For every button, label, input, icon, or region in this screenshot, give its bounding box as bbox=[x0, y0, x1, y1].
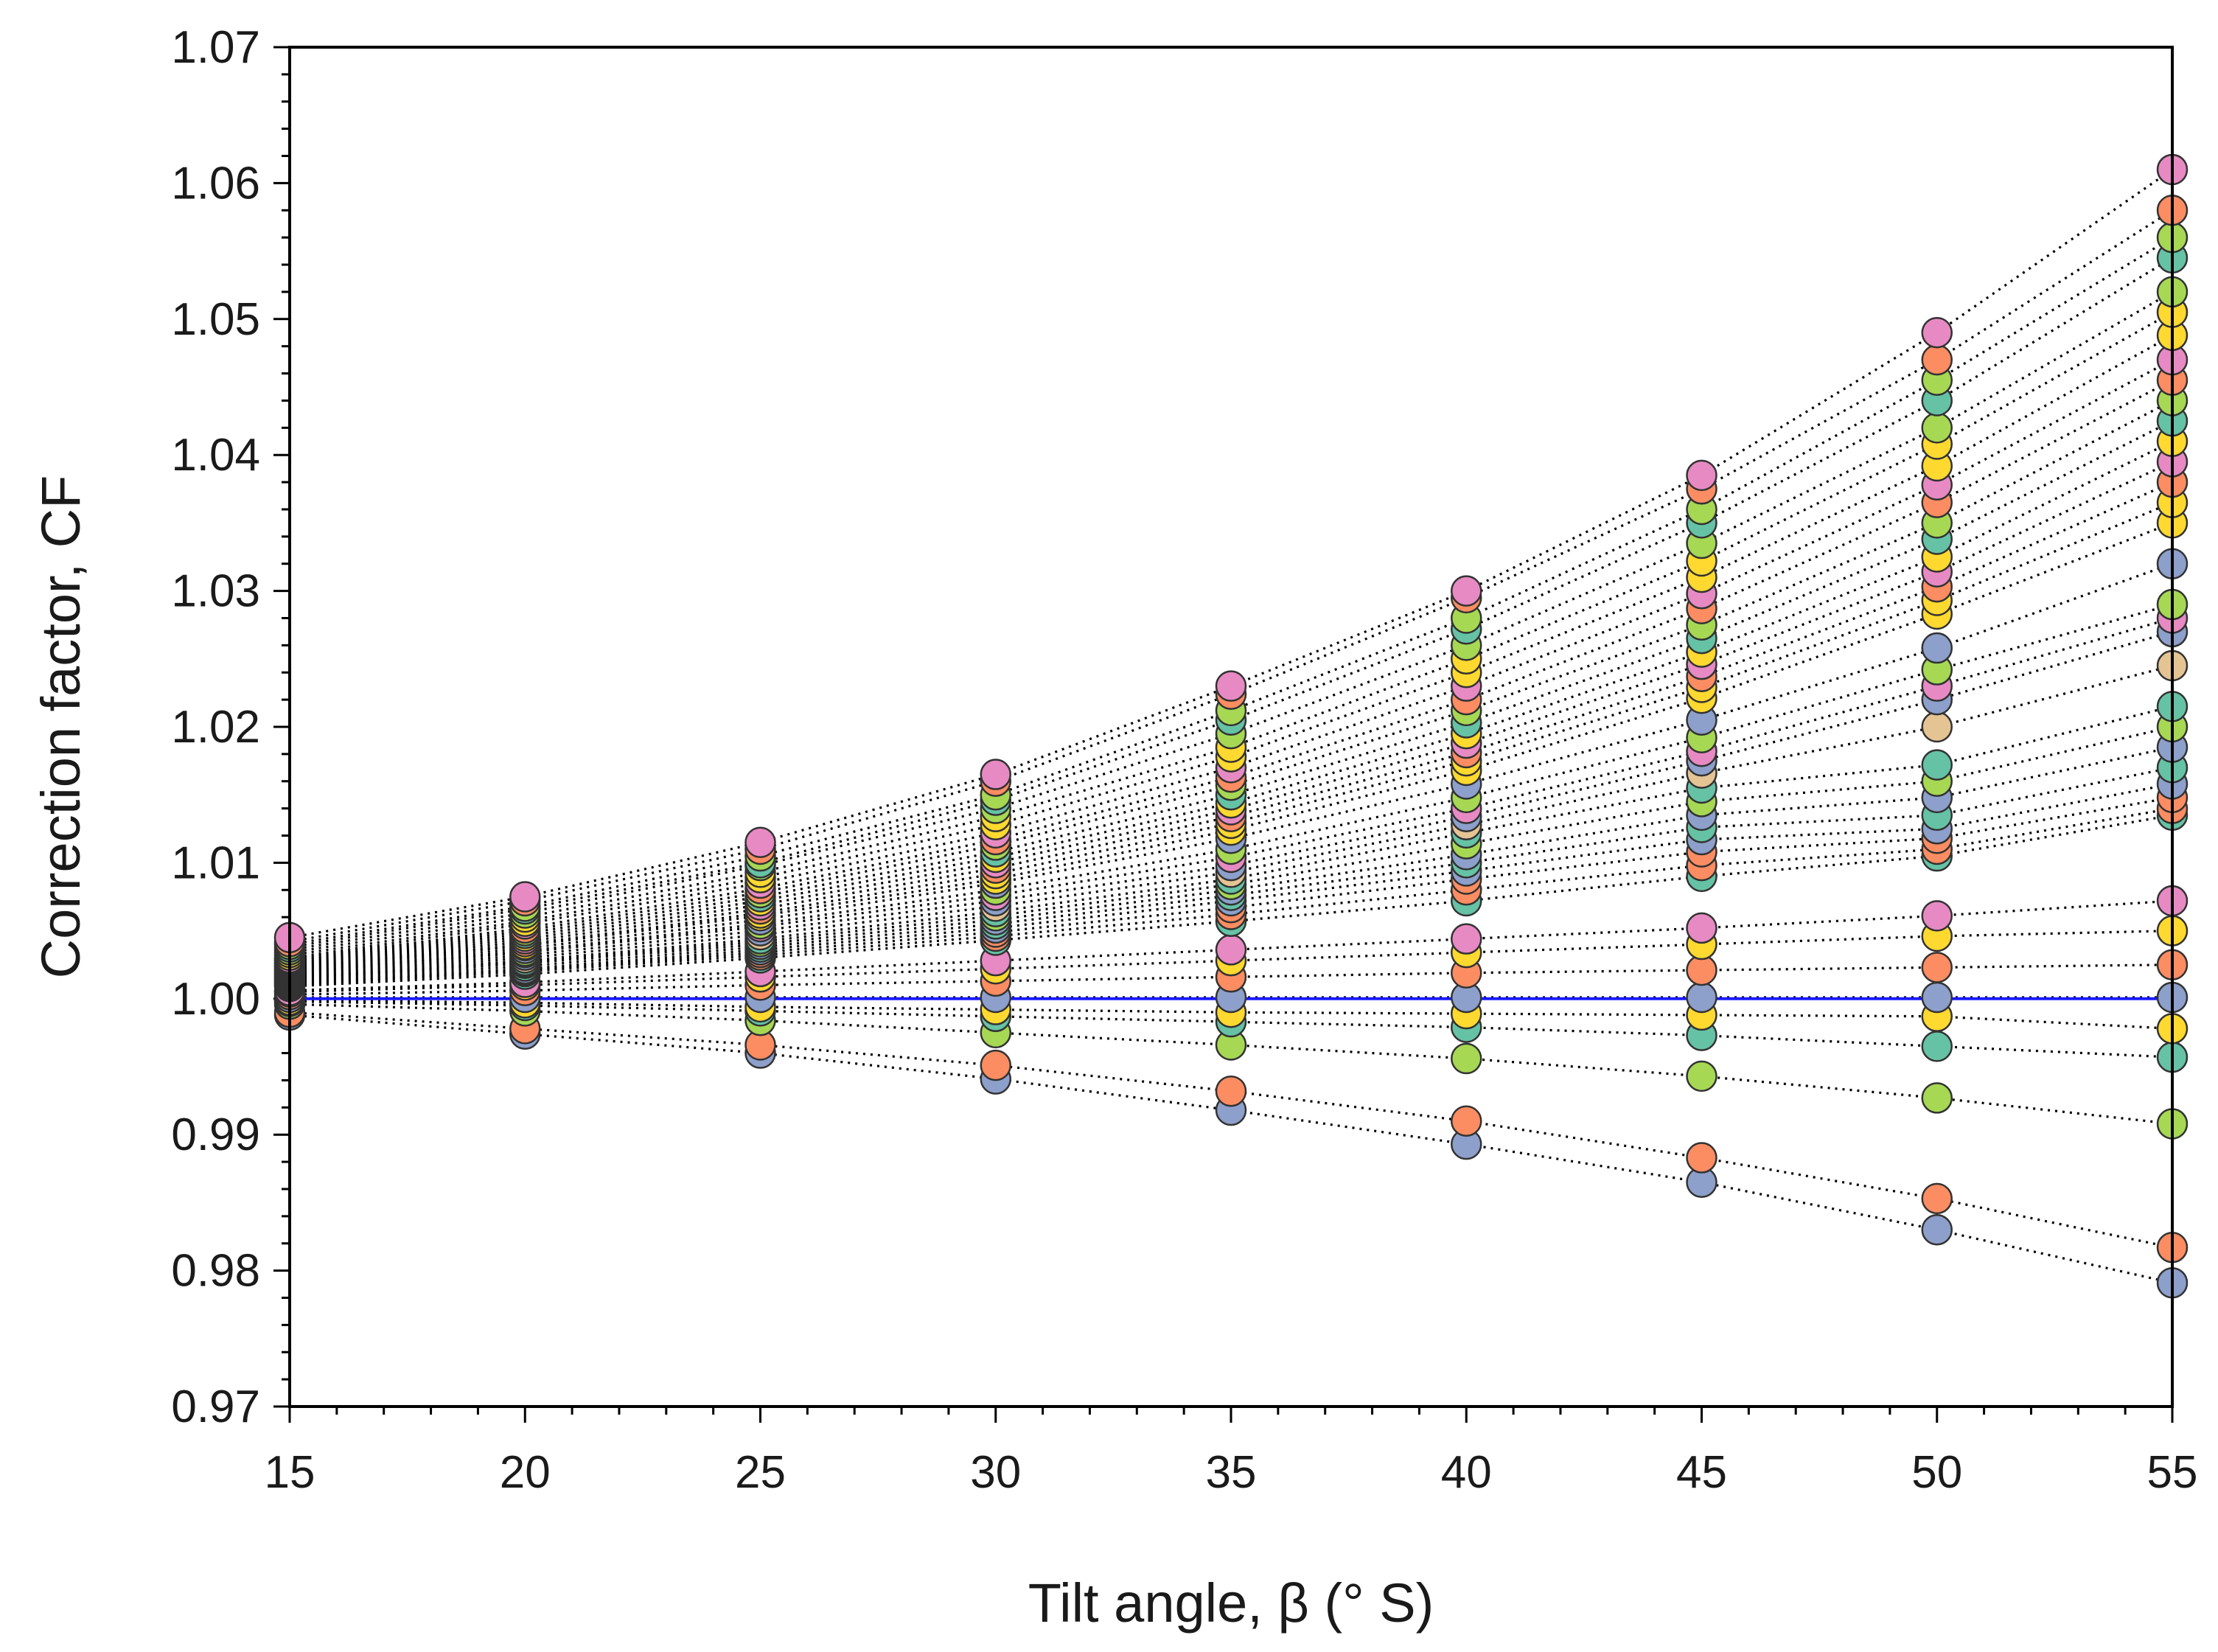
x-tick-label: 40 bbox=[1441, 1447, 1492, 1498]
series-line-s8 bbox=[289, 358, 2173, 960]
tick-labels: 0.97 0.98 0.99 1.00 1.01 1.02 1.03 1.04 1.05 1.06… bbox=[171, 22, 2197, 1498]
y-tick-label: 1.05 bbox=[171, 294, 260, 345]
data-point-s1 bbox=[1921, 316, 1953, 349]
y-tick-label: 1.01 bbox=[171, 837, 260, 888]
x-tick-label: 35 bbox=[1206, 1447, 1257, 1498]
series-markers bbox=[273, 153, 2189, 1299]
y-tick-label: 0.99 bbox=[171, 1109, 260, 1160]
y-tick-label: 1.02 bbox=[171, 702, 260, 753]
data-point-s1 bbox=[509, 881, 541, 913]
data-point-s38 bbox=[1921, 1214, 1953, 1246]
series-line-s36 bbox=[289, 1003, 2173, 1126]
series-line-s19 bbox=[289, 616, 2173, 975]
data-point-s1 bbox=[1686, 459, 1717, 492]
data-point-s1 bbox=[980, 759, 1011, 790]
data-point-s30 bbox=[1215, 934, 1247, 966]
data-point-s2 bbox=[1921, 344, 1953, 376]
data-point-s37 bbox=[980, 1049, 1011, 1081]
data-point-s30 bbox=[1921, 900, 1953, 932]
data-point-s21 bbox=[1921, 711, 1953, 743]
data-point-s1 bbox=[744, 826, 776, 858]
series-line-s7 bbox=[289, 334, 2173, 957]
data-point-s1 bbox=[1215, 670, 1247, 702]
data-point-s37 bbox=[1215, 1075, 1247, 1107]
data-point-s17 bbox=[1921, 632, 1953, 664]
series-line-s3 bbox=[289, 236, 2173, 946]
data-point-s37 bbox=[1451, 1105, 1482, 1137]
data-point-s30 bbox=[1451, 923, 1482, 955]
data-point-s1 bbox=[1451, 575, 1482, 607]
data-point-s33 bbox=[1921, 981, 1953, 1014]
y-tick-label: 1.04 bbox=[171, 430, 260, 481]
data-point-s36 bbox=[1921, 1082, 1953, 1114]
series-line-s2 bbox=[289, 209, 2173, 943]
data-point-s36 bbox=[1686, 1060, 1717, 1092]
data-point-s30 bbox=[1686, 912, 1717, 944]
data-point-s35 bbox=[1921, 1031, 1953, 1062]
data-point-s33 bbox=[1686, 981, 1717, 1014]
y-tick-label: 1.00 bbox=[171, 974, 260, 1025]
y-tick-label: 1.03 bbox=[171, 566, 260, 617]
data-point-s37 bbox=[1686, 1142, 1717, 1174]
y-tick-label: 0.98 bbox=[171, 1246, 260, 1297]
data-point-s22 bbox=[1921, 749, 1953, 781]
y-tick-label: 1.07 bbox=[171, 22, 260, 73]
y-tick-label: 0.97 bbox=[171, 1381, 260, 1432]
data-point-s32 bbox=[1921, 952, 1953, 983]
series-line-s30 bbox=[289, 899, 2173, 992]
x-tick-label: 50 bbox=[1911, 1447, 1962, 1498]
plot-frame bbox=[288, 46, 2174, 1408]
x-tick-label: 15 bbox=[265, 1447, 315, 1498]
x-tick-label: 20 bbox=[500, 1447, 551, 1498]
x-tick-label: 30 bbox=[970, 1447, 1021, 1498]
series-line-s6 bbox=[289, 311, 2173, 954]
series-line-s13 bbox=[289, 460, 2173, 966]
data-point-s36 bbox=[1451, 1042, 1482, 1075]
y-tick-label: 1.06 bbox=[171, 158, 260, 209]
series-line-s11 bbox=[289, 419, 2173, 963]
series-line-s4 bbox=[289, 257, 2173, 949]
x-tick-label: 55 bbox=[2147, 1447, 2198, 1498]
x-axis-title: Tilt angle, β (° S) bbox=[1028, 1572, 1434, 1634]
y-axis-title: Correction factor, CF bbox=[30, 475, 91, 979]
x-tick-label: 45 bbox=[1676, 1447, 1727, 1498]
data-point-s5 bbox=[1921, 412, 1953, 444]
data-point-s37 bbox=[1921, 1182, 1953, 1215]
x-tick-label: 25 bbox=[735, 1447, 786, 1498]
